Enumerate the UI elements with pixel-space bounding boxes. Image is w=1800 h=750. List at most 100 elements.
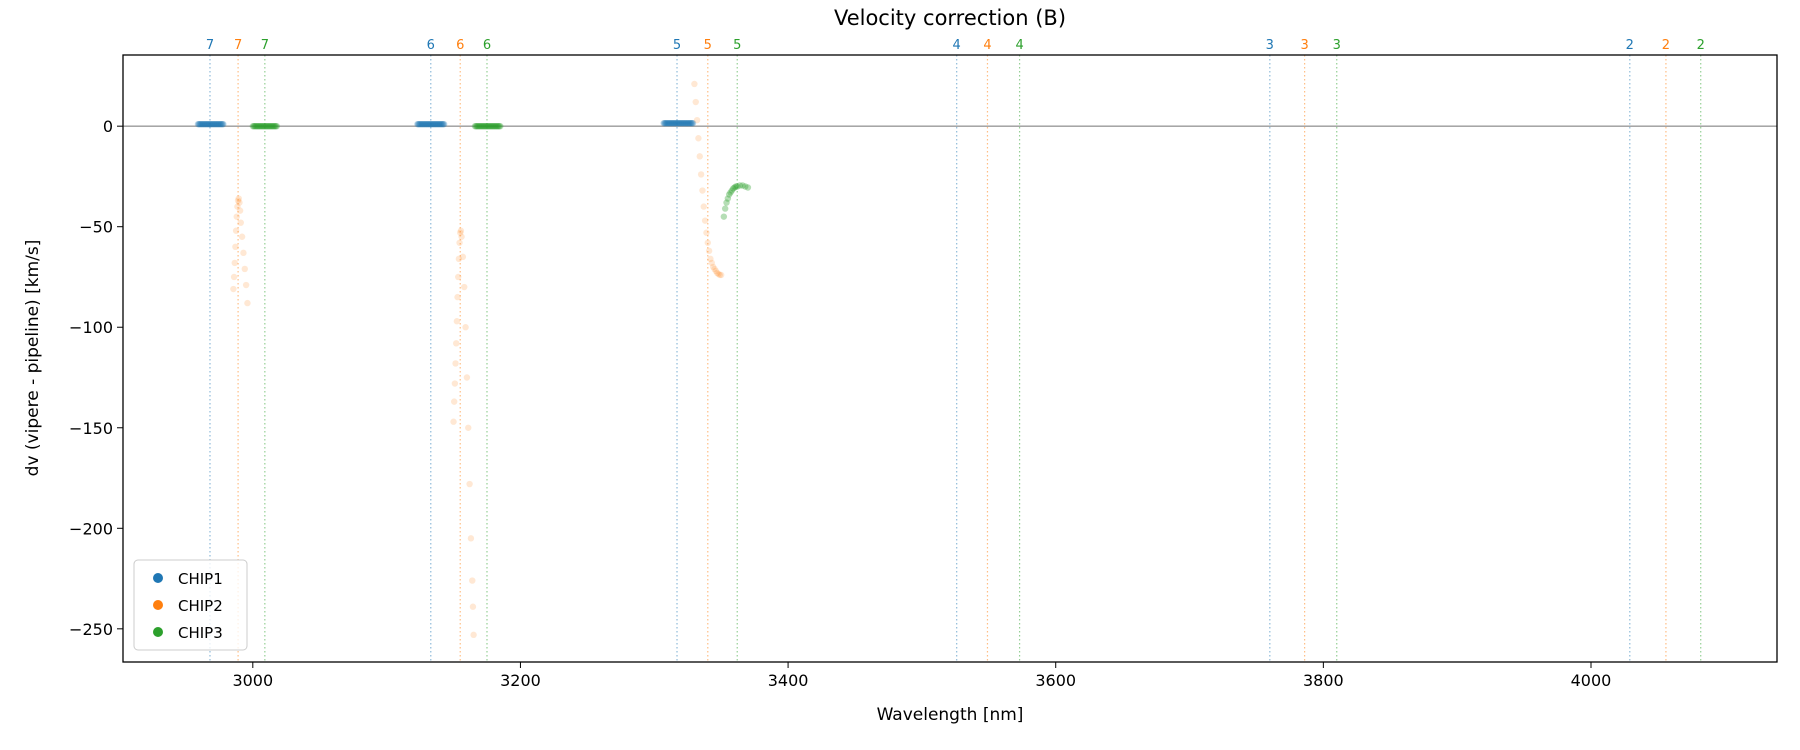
data-point-chip1: [196, 120, 204, 128]
data-point-chip3: [251, 122, 259, 130]
data-point-chip3: [475, 122, 482, 130]
data-point-chip3: [725, 191, 733, 198]
data-point-chip2: [459, 253, 467, 261]
legend-label-chip1: CHIP1: [178, 570, 223, 588]
data-point-chip1: [425, 120, 432, 128]
order-marker-label: 3: [1266, 38, 1274, 53]
legend-marker-chip2: [153, 600, 163, 610]
data-point-chip1: [679, 119, 686, 127]
data-point-chip1: [681, 119, 689, 127]
data-point-chip1: [417, 120, 424, 128]
x-tick-label: 3800: [1303, 671, 1344, 690]
data-point-chip1: [676, 119, 683, 127]
data-point-chip2: [452, 360, 459, 367]
data-point-chip3: [268, 122, 275, 130]
data-point-chip3: [260, 122, 268, 130]
data-point-chip2: [696, 153, 703, 160]
data-point-chip3: [258, 122, 266, 130]
data-point-chip1: [428, 120, 435, 128]
data-point-chip2: [236, 207, 244, 214]
data-point-chip3: [271, 122, 278, 130]
data-point-chip1: [416, 120, 424, 128]
data-point-chip1: [429, 120, 436, 128]
data-point-chip1: [418, 120, 425, 128]
data-point-chip3: [742, 183, 749, 190]
data-point-chip3: [254, 122, 261, 130]
data-point-chip1: [201, 120, 208, 128]
legend-label-chip2: CHIP2: [178, 597, 223, 615]
data-point-chip1: [210, 120, 218, 128]
legend: CHIP1 CHIP2 CHIP3: [133, 559, 248, 651]
data-point-chip2: [707, 255, 714, 263]
order-marker-label: 5: [733, 38, 741, 53]
data-point-chip3: [475, 122, 483, 130]
data-point-chip1: [675, 119, 683, 127]
order-marker-label: 6: [456, 38, 464, 53]
data-point-chip1: [207, 120, 214, 128]
data-point-chip1: [216, 120, 224, 128]
y-tick-label: −50: [79, 218, 113, 237]
data-point-chip1: [673, 119, 680, 127]
data-point-chip1: [672, 119, 679, 127]
x-tick-label: 4000: [1571, 671, 1612, 690]
data-point-chip3: [271, 122, 279, 130]
order-marker-label: 7: [234, 38, 242, 53]
data-point-chip2: [470, 631, 477, 639]
data-point-chip3: [267, 122, 274, 130]
data-point-chip1: [665, 119, 673, 127]
data-point-chip2: [241, 265, 248, 273]
data-point-chip1: [440, 120, 448, 128]
order-marker-label: 3: [1333, 38, 1341, 53]
order-marker-label: 4: [983, 38, 991, 53]
data-point-chip2: [467, 535, 475, 542]
data-point-chip1: [214, 120, 222, 128]
data-point-chip1: [437, 120, 445, 128]
legend-marker-chip3: [153, 627, 163, 637]
data-point-chip3: [476, 122, 483, 130]
data-point-chip3: [253, 122, 261, 130]
data-point-chip2: [451, 398, 458, 405]
data-point-chip3: [720, 213, 728, 220]
data-point-chip1: [435, 120, 443, 128]
data-point-chip2: [692, 98, 699, 106]
data-point-chip1: [660, 119, 667, 127]
data-point-chip2: [701, 217, 709, 224]
data-point-chip3: [474, 122, 481, 130]
data-point-chip3: [723, 199, 730, 206]
data-point-chip2: [454, 293, 461, 301]
data-point-chip1: [669, 119, 676, 127]
data-point-chip1: [418, 120, 426, 128]
data-point-chip3: [744, 184, 752, 191]
x-tick-label: 3200: [500, 671, 541, 690]
data-point-chip1: [216, 120, 223, 128]
data-point-chip3: [260, 122, 267, 130]
data-point-chip3: [489, 122, 496, 130]
axes-frame: [122, 54, 1778, 663]
data-point-chip1: [430, 120, 437, 128]
y-axis: 0 −50 −100 −150 −200 −250: [69, 117, 123, 639]
data-point-chip1: [680, 119, 687, 127]
data-point-chip3: [273, 122, 280, 130]
data-point-chip3: [730, 185, 737, 192]
data-point-chip3: [256, 122, 263, 130]
data-point-chip2: [233, 213, 240, 220]
data-point-chip1: [663, 119, 671, 127]
data-point-chip1: [685, 119, 693, 127]
data-point-chip2: [457, 227, 465, 234]
data-point-chip2: [695, 135, 702, 142]
data-point-chip3: [479, 122, 486, 130]
data-point-chip1: [678, 119, 685, 127]
data-point-chip1: [426, 120, 434, 128]
data-point-chip1: [661, 119, 669, 127]
order-marker-label: 5: [704, 38, 712, 53]
data-point-chip2: [244, 299, 251, 307]
data-point-chip2: [709, 263, 717, 271]
data-point-chip1: [432, 120, 439, 128]
data-point-chip3: [484, 122, 491, 130]
data-point-chip3: [252, 122, 259, 130]
data-point-chip1: [219, 120, 226, 128]
x-axis-label: Wavelength [nm]: [877, 705, 1024, 725]
data-point-chip3: [266, 122, 273, 130]
data-point-chip1: [668, 119, 675, 127]
